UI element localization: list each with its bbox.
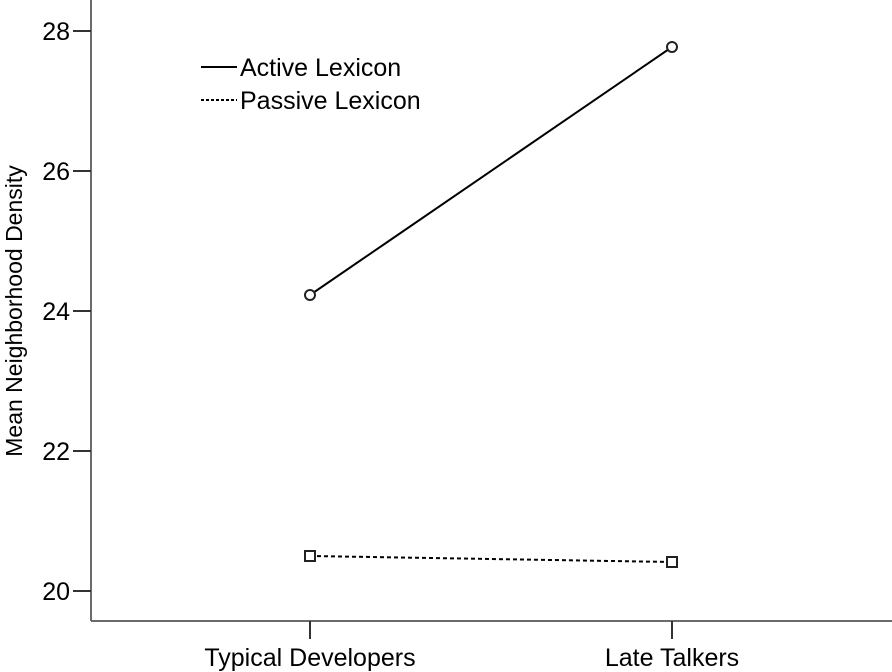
y-tick-label: 20 (42, 578, 70, 606)
square-marker-icon (304, 550, 316, 562)
x-tick-label: Late Talkers (605, 644, 739, 672)
square-marker-icon (666, 556, 678, 568)
y-tick-label: 22 (42, 438, 70, 466)
legend-label: Active Lexicon (240, 54, 401, 82)
y-tick-label: 28 (42, 18, 70, 46)
circle-marker-icon (304, 289, 316, 301)
series-active-lexicon (304, 41, 678, 301)
y-ticks: 28 26 24 22 20 (42, 18, 91, 606)
x-tick-label: Typical Developers (204, 644, 415, 672)
legend: Active Lexicon Passive Lexicon (201, 54, 421, 115)
y-axis-title: Mean Neighborhood Density (1, 165, 27, 457)
series-passive-lexicon (304, 550, 678, 568)
legend-label: Passive Lexicon (240, 87, 421, 115)
circle-marker-icon (666, 41, 678, 53)
y-tick-label: 24 (42, 298, 70, 326)
y-tick-label: 26 (42, 158, 70, 186)
x-ticks: Typical Developers Late Talkers (204, 621, 739, 672)
